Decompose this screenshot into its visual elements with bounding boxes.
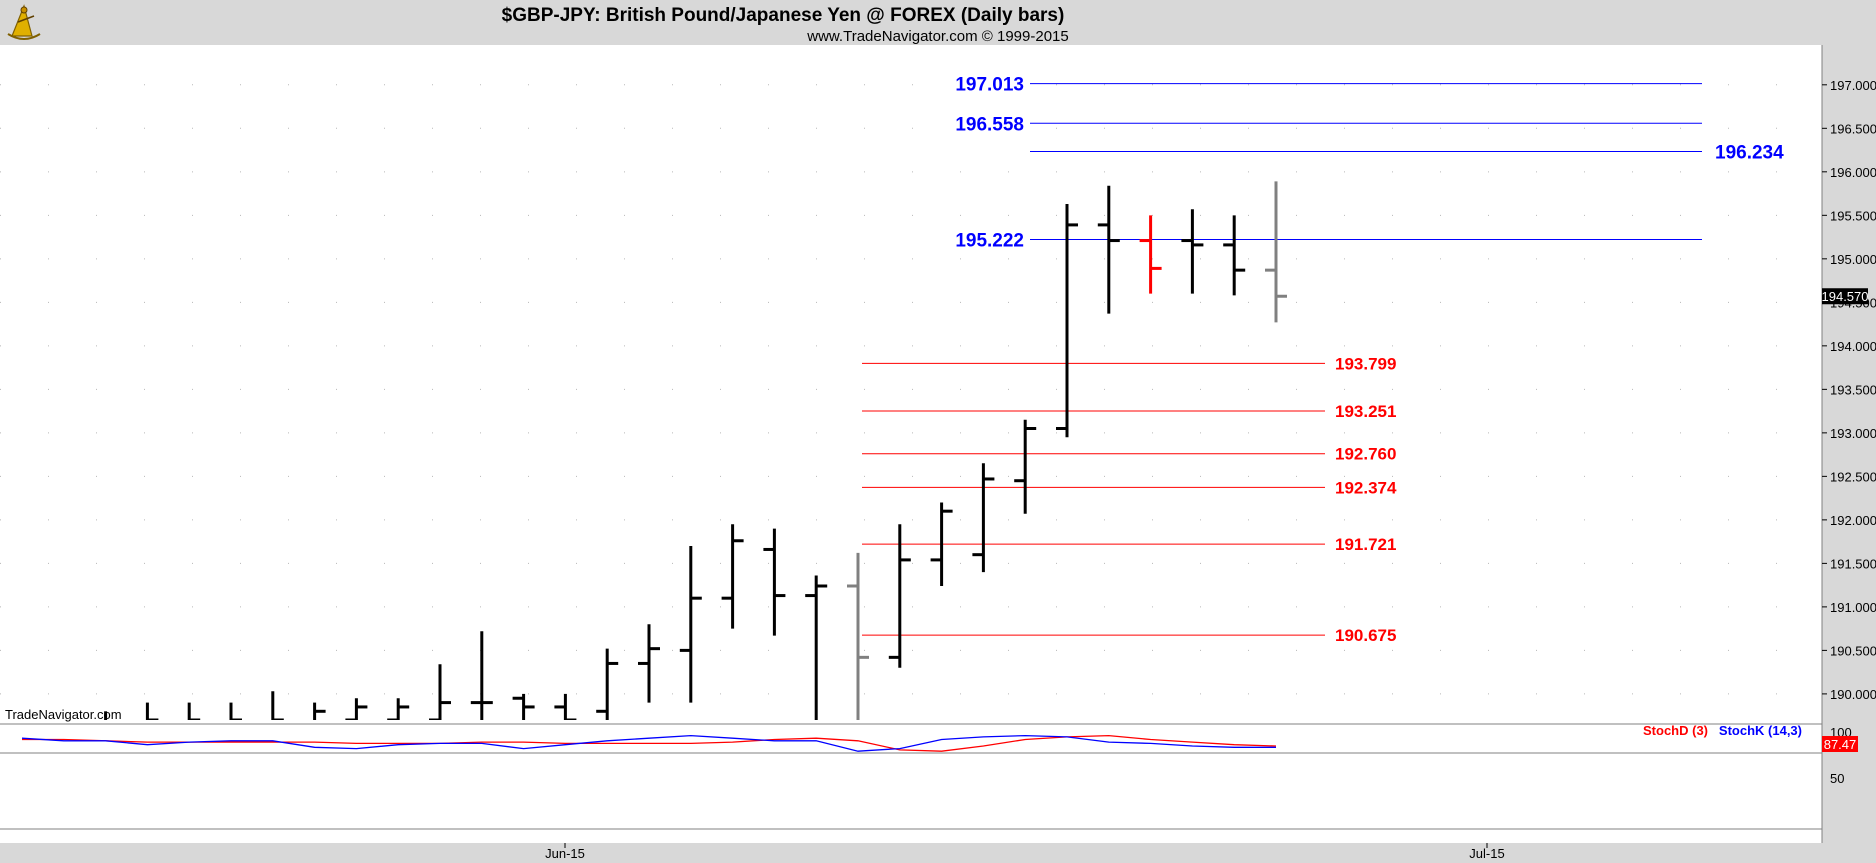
ohlc-bar	[930, 502, 953, 586]
watermark: TradeNavigator.com	[5, 707, 122, 722]
ohlc-bar	[1014, 419, 1037, 514]
time-tick-label: Jun-15	[545, 846, 585, 861]
extension-level-label: 197.013	[955, 75, 1024, 96]
price-tick-label: 190.500	[1830, 643, 1876, 658]
ohlc-bar	[271, 691, 284, 720]
ohlc-bar	[229, 702, 242, 720]
time-tick-label: Jul-15	[1469, 846, 1504, 861]
price-tick-label: 193.000	[1830, 426, 1876, 441]
ohlc-bar	[554, 693, 577, 720]
ohlc-bar	[1056, 204, 1078, 438]
plot-background	[0, 45, 1822, 843]
osc-tick-label: 50	[1830, 771, 1844, 786]
retracement-level-label: 193.799	[1335, 354, 1396, 373]
ohlc-bar	[1097, 185, 1120, 314]
ohlc-bar	[1181, 209, 1204, 294]
ohlc-bar	[345, 698, 368, 720]
chart-title: $GBP-JPY: British Pound/Japanese Yen @ F…	[502, 5, 1065, 26]
price-tick-label: 190.000	[1830, 687, 1876, 702]
chart-subtitle: www.TradeNavigator.com © 1999-2015	[806, 28, 1068, 45]
price-tick-label: 193.500	[1830, 382, 1876, 397]
retracement-level-label: 190.675	[1335, 626, 1396, 645]
price-tick-label: 195.500	[1830, 208, 1876, 223]
ohlc-bar	[1139, 215, 1162, 294]
ohlc-bar	[512, 693, 535, 720]
ohlc-bar	[313, 702, 326, 720]
ohlc-bar	[847, 552, 869, 720]
osc-legend-entry: StochD (3)	[1643, 723, 1708, 738]
value-badges: 194.570 87.47	[1822, 288, 1869, 752]
retracement-level-label: 191.721	[1335, 535, 1396, 554]
price-tick-label: 192.000	[1830, 513, 1876, 528]
retracement-level-label: 193.251	[1335, 402, 1396, 421]
price-tick-label: 195.000	[1830, 252, 1876, 267]
last-osc-label: 87.47	[1824, 737, 1857, 752]
sextant-icon	[7, 4, 41, 40]
ohlc-bar	[470, 631, 493, 720]
extension-level-label: 195.222	[955, 231, 1024, 252]
ohlc-bar	[763, 528, 786, 636]
price-axis: 190.000 190.500 191.000 191.500 192.000 192.5…	[1822, 78, 1876, 702]
ohlc-bar	[888, 524, 911, 668]
retracement-level-label: 192.760	[1335, 445, 1396, 464]
ohlc-bar	[1265, 181, 1287, 323]
ohlc-bar	[429, 664, 451, 720]
extension-level-label: 196.558	[955, 114, 1024, 135]
retracement-level-label: 192.374	[1335, 478, 1397, 497]
last-osc-badge	[1822, 736, 1858, 752]
price-tick-label: 191.000	[1830, 600, 1876, 615]
osc-series-line	[21, 734, 1276, 752]
ohlc-bar	[679, 545, 702, 703]
ohlc-bar	[387, 698, 410, 720]
ohlc-bar	[145, 702, 159, 720]
extension-level-label: 196.234	[1715, 142, 1784, 163]
price-tick-label: 197.000	[1830, 78, 1876, 93]
price-tick-label: 194.000	[1830, 339, 1876, 354]
last-price-label: 194.570	[1822, 289, 1869, 304]
ohlc-bar	[596, 648, 619, 720]
ohlc-bar	[805, 575, 828, 720]
price-bars	[104, 181, 1287, 720]
ohlc-bar	[1223, 215, 1246, 296]
fib-levels: 197.013 196.558 196.234 195.222 193.799 193.2…	[862, 75, 1784, 645]
ohlc-bar	[721, 524, 744, 629]
price-tick-label: 191.500	[1830, 556, 1876, 571]
ohlc-bar	[638, 624, 660, 703]
price-tick-label: 196.500	[1830, 121, 1876, 136]
price-tick-label: 192.500	[1830, 469, 1876, 484]
time-axis: Jun-15 Jul-15	[545, 843, 1505, 861]
price-tick-label: 196.000	[1830, 165, 1876, 180]
ohlc-bar	[187, 702, 201, 720]
last-price-badge	[1822, 288, 1868, 305]
osc-legend-entry: StochK (14,3)	[1719, 723, 1802, 738]
ohlc-bar	[972, 463, 995, 573]
